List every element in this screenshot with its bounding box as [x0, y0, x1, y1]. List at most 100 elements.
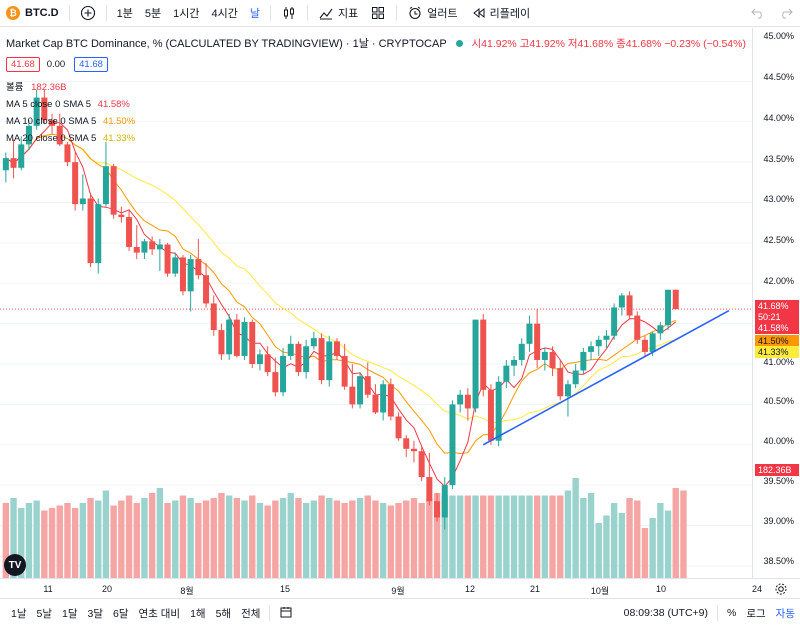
- candle-body: [549, 351, 556, 369]
- candle-body: [357, 376, 364, 405]
- price-tick: 39.50%: [763, 476, 794, 486]
- candle-body: [665, 289, 672, 326]
- price-axis[interactable]: 45.00% 44.50% 44.00% 43.50% 43.00% 42.50…: [752, 28, 800, 578]
- volume-bar: [364, 495, 371, 578]
- alert-button[interactable]: 얼러트: [401, 0, 463, 27]
- timeframe-4h[interactable]: 4시간: [211, 8, 238, 20]
- chart-settings-icon[interactable]: [774, 582, 788, 596]
- indicators-button[interactable]: 지표: [312, 0, 364, 27]
- range-1d[interactable]: 1날: [11, 607, 27, 620]
- symbol-search-button[interactable]: ₿ BTC.D: [0, 0, 65, 27]
- undo-icon: [751, 8, 762, 19]
- ask-box[interactable]: 41.68: [74, 57, 108, 72]
- time-tick: 15: [279, 584, 291, 594]
- candle-body: [672, 289, 679, 310]
- candle-body: [141, 241, 148, 253]
- timeframe-5m[interactable]: 5분: [144, 8, 162, 20]
- candle-body: [95, 204, 102, 264]
- volume-bar: [680, 490, 687, 578]
- series-title[interactable]: Market Cap BTC Dominance, % (CALCULATED …: [6, 38, 447, 50]
- volume-bar: [87, 498, 94, 578]
- compare-add-button[interactable]: [74, 0, 102, 27]
- chart-type-button[interactable]: [275, 0, 303, 27]
- bitcoin-logo-icon: ₿: [6, 6, 20, 20]
- volume-bar: [310, 500, 318, 578]
- range-ytd[interactable]: 연초 대비: [138, 607, 181, 620]
- timeframe-1m[interactable]: 1분: [116, 8, 133, 20]
- volume-bar: [218, 493, 225, 578]
- candle-body: [472, 319, 479, 409]
- volume-bar: [672, 488, 679, 578]
- volume-bar: [141, 498, 148, 578]
- candle-body: [618, 295, 625, 308]
- symbol-label: BTC.D: [25, 7, 59, 19]
- volume-bar: [295, 498, 302, 578]
- chart-pane[interactable]: [0, 28, 752, 578]
- price-chart[interactable]: [0, 28, 752, 578]
- volume-bar: [33, 500, 40, 578]
- indicators-label: 지표: [337, 8, 359, 20]
- volume-bar: [110, 505, 117, 578]
- candle-body: [480, 319, 487, 390]
- timeframe-1h[interactable]: 1시간: [173, 8, 200, 20]
- candle-body: [341, 355, 348, 387]
- volume-bar: [449, 495, 456, 578]
- bid-box[interactable]: 41.68: [6, 57, 40, 72]
- goto-date-button[interactable]: [274, 605, 298, 622]
- volume-bar: [64, 503, 71, 578]
- price-tick: 39.00%: [763, 516, 794, 526]
- range-1y[interactable]: 1해: [190, 607, 206, 620]
- candle-body: [572, 370, 579, 385]
- volume-bar: [618, 513, 626, 578]
- ma5-label: MA 5 close 0 SMA 5: [6, 99, 92, 110]
- auto-scale-toggle[interactable]: 자동: [775, 607, 795, 620]
- volume-bar: [472, 495, 479, 578]
- range-5d[interactable]: 5날: [36, 607, 53, 620]
- volume-bar: [279, 498, 287, 578]
- range-6m[interactable]: 6달: [113, 607, 129, 620]
- timeframe-1d[interactable]: 날: [249, 8, 260, 20]
- volume-bar: [10, 498, 17, 578]
- range-3m[interactable]: 3달: [87, 607, 104, 620]
- ma10-legend[interactable]: MA 10 close 0 SMA 5 41.50%: [6, 116, 746, 127]
- log-scale-toggle[interactable]: 로그: [746, 607, 766, 620]
- redo-icon: [782, 8, 793, 19]
- volume-bar: [387, 505, 395, 578]
- volume-bar: [25, 503, 33, 578]
- volume-bar: [118, 500, 125, 578]
- volume-bar: [526, 495, 533, 578]
- volume-indicator-legend[interactable]: 볼륨 182.36B: [6, 79, 746, 93]
- volume-bar: [418, 503, 425, 578]
- ma5-legend[interactable]: MA 5 close 0 SMA 5 41.58%: [6, 99, 746, 110]
- redo-button[interactable]: [772, 0, 800, 27]
- percent-scale-toggle[interactable]: %: [727, 607, 737, 619]
- time-tick: 10: [655, 584, 667, 594]
- range-5y[interactable]: 5해: [215, 607, 232, 620]
- candle-body: [603, 335, 610, 340]
- replay-button[interactable]: 리플레이: [464, 0, 536, 27]
- time-axis[interactable]: 11 20 8월 15 9월 12 21 10월 10 24: [0, 578, 800, 598]
- undo-button[interactable]: [744, 0, 772, 27]
- timezone-clock[interactable]: 08:09:38 (UTC+9): [623, 607, 708, 619]
- market-status-dot-icon: [455, 40, 463, 47]
- candle-body: [426, 477, 433, 502]
- range-all[interactable]: 전체: [241, 607, 261, 620]
- volume-value: 182.36B: [31, 82, 67, 93]
- volume-bar: [456, 495, 464, 578]
- candle-body: [595, 339, 602, 347]
- range-1m[interactable]: 1달: [62, 607, 78, 620]
- layouts-button[interactable]: [364, 0, 392, 27]
- ma20-legend[interactable]: MA 20 close 0 SMA 5 41.33%: [6, 133, 746, 144]
- toolbar-divider: [105, 5, 107, 21]
- candle-countdown-badge: 50:21: [755, 311, 799, 323]
- volume-bar: [564, 490, 572, 578]
- bottom-toolbar: 1날 5날 1달 3달 6달 연초 대비 1해 5해 전체 08:09:38 (…: [0, 598, 800, 627]
- volume-bar: [148, 493, 156, 578]
- volume-bar: [202, 500, 210, 578]
- replay-label: 리플레이: [489, 8, 531, 20]
- volume-bar: [480, 495, 487, 578]
- ma20-label: MA 20 close 0 SMA 5: [6, 133, 97, 144]
- volume-bar: [487, 495, 495, 578]
- candle-body: [72, 162, 79, 205]
- tradingview-logo-icon[interactable]: TV: [4, 554, 26, 576]
